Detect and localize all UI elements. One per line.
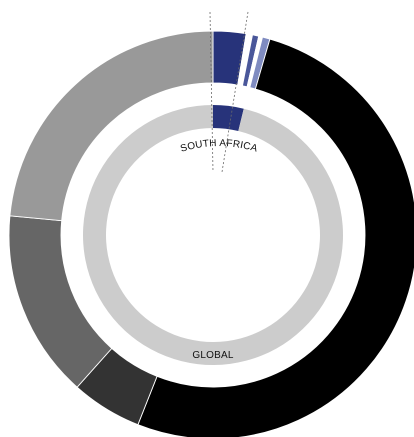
- outer-ring-slice-5: [137, 38, 414, 437]
- outer-ring-global: [8, 30, 414, 437]
- callout-guide-left: [209, 11, 214, 173]
- inner-ring-slice-0: [213, 105, 244, 132]
- south-africa-ring-label: SOUTH AFRICA: [179, 138, 259, 155]
- inner-ring-south-africa: [82, 105, 344, 366]
- callout-guides: [209, 11, 249, 173]
- callout-guide-right: [221, 11, 249, 173]
- outer-ring-slice-8: [9, 30, 214, 222]
- south-africa-label-text: SOUTH AFRICA: [179, 138, 258, 155]
- global-ring-label: GLOBAL: [192, 350, 233, 361]
